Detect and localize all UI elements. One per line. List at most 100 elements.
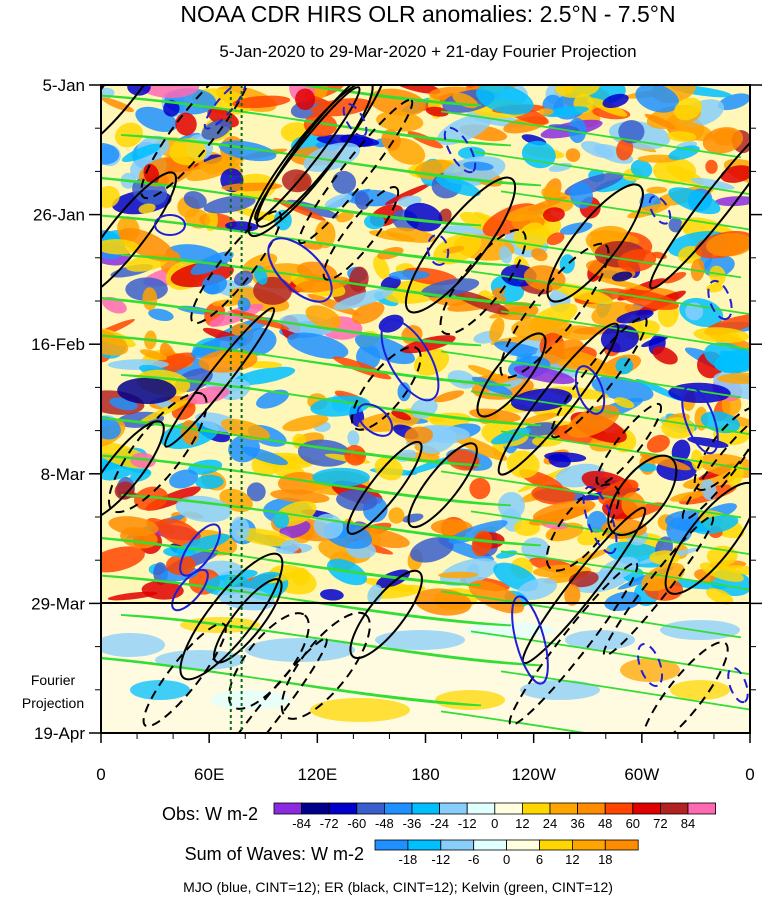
obs-anomaly-cell [183,191,207,209]
obs-anomaly-cell [544,452,587,463]
obs-anomaly-cell [559,222,593,235]
obs-anomaly-cell [580,141,614,159]
colorbar-tick-label: -60 [347,816,366,831]
colorbar-swatch [494,802,523,815]
obs-anomaly-cell [589,275,651,291]
kelvin-contour [470,150,750,196]
obs-anomaly-cell [717,372,750,384]
obs-anomaly-cell [652,346,678,365]
er-contour [607,454,678,536]
obs-anomaly-cell [616,309,654,324]
kelvin-contour [500,670,750,711]
obs-anomaly-cell [231,206,288,223]
obs-anomaly-cell [644,113,677,130]
obs-anomaly-cell [436,113,492,146]
y-tick-label: 8-Mar [41,465,86,484]
colorbar-tick-label: 48 [598,816,612,831]
kelvin-contour [440,710,591,733]
obs-anomaly-cell [388,270,430,280]
obs-anomaly-cell [541,186,561,200]
obs-anomaly-cell [699,562,744,582]
colorbar-swatch [411,802,441,815]
er-contour [664,481,750,595]
colorbar-tick-label: -18 [399,852,418,867]
obs-anomaly-cell [595,177,637,193]
er-contour [164,307,276,448]
er-contour [404,176,517,314]
colorbar-tick-label: 0 [491,816,498,831]
obs-anomaly-cell [604,591,642,612]
colorbar-tick-label: -24 [430,816,449,831]
obs-anomaly-cell [241,446,288,466]
colorbar-swatch [549,802,579,815]
obs-anomaly-cell [521,222,543,235]
colorbar-swatch [439,802,468,815]
obs-anomaly-cell [404,426,434,445]
obs-anomaly-cell [324,193,352,209]
er-contour [322,186,400,281]
obs-anomaly-cell [314,220,336,249]
colorbar-tick-label: -6 [468,852,480,867]
er-contour [550,316,648,439]
obs-anomaly-cell [320,589,344,601]
obs-anomaly-cell [101,142,120,165]
colorbar-swatch [328,802,358,815]
obs-anomaly-cell [467,364,502,380]
obs-anomaly-cell [272,511,290,529]
obs-anomaly-cell [368,584,426,599]
obs-anomaly-cell [646,186,668,194]
obs-anomaly-cell [552,282,614,304]
obs-anomaly-cell [513,365,575,385]
obs-anomaly-cell [565,148,581,162]
obs-anomaly-cell [635,85,680,113]
obs-anomaly-cell [331,170,357,194]
colorbar-swatch [383,802,413,815]
obs-anomaly-cell [141,580,184,600]
obs-anomaly-cell [666,131,697,142]
er-contour [681,415,750,521]
obs-anomaly-cell [364,214,385,230]
mjo-contour [380,318,440,402]
obs-anomaly-cell [471,376,513,396]
obs-anomaly-cell [163,100,180,117]
mjo-contour [342,102,368,138]
obs-anomaly-cell [663,271,687,284]
obs-anomaly-cell [693,327,750,343]
obs-anomaly-cell [690,177,735,190]
obs-anomaly-cell [447,370,476,389]
obs-anomaly-cell [421,278,480,298]
kelvin-contour [470,630,750,676]
obs-anomaly-cell [717,93,750,111]
projection-anomaly-cell [155,650,245,670]
er-contour [254,86,361,221]
colorbar-swatch [660,802,689,815]
er-contour [107,391,208,514]
er-contour [190,210,282,325]
er-contour [649,112,750,290]
obs-anomaly-cell [282,415,329,432]
kelvin-contour [470,390,750,436]
er-contour [476,332,547,418]
obs-anomaly-cell [546,232,565,246]
mjo-contour [574,365,606,415]
obs-colorbar-label: Obs: W m-2 [162,804,258,824]
colorbar-swatch [273,802,303,815]
obs-anomaly-cell [463,161,494,171]
er-contour [602,515,715,657]
obs-anomaly-cell [497,492,525,520]
x-tick-label: 120W [511,765,555,784]
projection-anomaly-cell [375,630,465,650]
er-contour [350,346,422,431]
projection-label-line2: Projection [22,695,84,711]
kelvin-contour [101,334,512,387]
obs-anomaly-cell [217,586,275,611]
projection-anomaly-cell [620,658,680,682]
mjo-contour [154,214,186,236]
y-tick-label: 5-Jan [42,76,85,95]
obs-anomaly-field [101,85,750,616]
obs-anomaly-cell [538,108,554,116]
obs-anomaly-cell [101,546,145,573]
obs-anomaly-cell [413,348,450,376]
colorbar-tick-label: 6 [536,852,543,867]
